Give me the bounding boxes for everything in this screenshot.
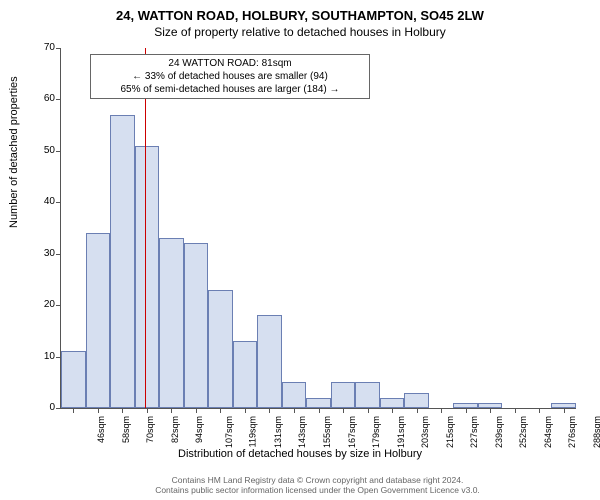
histogram-bar [159,238,184,408]
x-tick-label: 46sqm [96,416,106,443]
x-tick-label: 288sqm [592,416,600,448]
x-tick-label: 191sqm [396,416,406,448]
footer-line1: Contains HM Land Registry data © Crown c… [60,475,575,486]
x-tick-label: 143sqm [297,416,307,448]
annotation-box: 24 WATTON ROAD: 81sqm ← 33% of detached … [90,54,370,99]
x-tick-label: 227sqm [469,416,479,448]
x-tick-label: 119sqm [248,416,258,447]
chart-title: 24, WATTON ROAD, HOLBURY, SOUTHAMPTON, S… [0,8,600,23]
histogram-bar [233,341,258,408]
x-tick-label: 82sqm [170,416,180,443]
x-tick-label: 276sqm [567,416,577,448]
histogram-bar [110,115,135,408]
x-tick-label: 155sqm [322,416,332,448]
histogram-bar [404,393,429,408]
chart-subtitle: Size of property relative to detached ho… [0,25,600,39]
histogram-bar [306,398,331,408]
x-tick-label: 203sqm [420,416,430,448]
histogram-bar [208,290,233,408]
footer-line2: Contains public sector information licen… [60,485,575,496]
histogram-bar [380,398,405,408]
y-tick-label: 50 [30,145,55,156]
annotation-line1: 24 WATTON ROAD: 81sqm [95,57,365,70]
histogram-bar [355,382,380,408]
histogram-bar [135,146,160,408]
histogram-bar [331,382,356,408]
x-tick-label: 264sqm [543,416,553,448]
marker-line [145,48,147,408]
histogram-bar [61,351,86,408]
annotation-line3: 65% of semi-detached houses are larger (… [95,83,365,96]
x-tick-label: 239sqm [494,416,504,448]
footer-attribution: Contains HM Land Registry data © Crown c… [60,475,575,496]
y-tick-label: 20 [30,299,55,310]
y-tick-label: 30 [30,248,55,259]
annotation-line2: ← 33% of detached houses are smaller (94… [95,70,365,83]
y-tick-label: 40 [30,196,55,207]
y-axis-label: Number of detached properties [8,76,20,228]
x-tick-label: 167sqm [347,416,357,448]
x-tick-label: 179sqm [371,416,381,448]
histogram-bar [184,243,209,408]
histogram-bar [257,315,282,408]
chart-container: 24, WATTON ROAD, HOLBURY, SOUTHAMPTON, S… [0,0,600,500]
y-tick-label: 60 [30,93,55,104]
plot-area [60,48,576,409]
x-tick-label: 215sqm [445,416,455,448]
x-tick-label: 94sqm [194,416,204,443]
x-tick-label: 70sqm [145,416,155,443]
histogram-bar [86,233,111,408]
x-axis-label: Distribution of detached houses by size … [0,448,600,460]
x-tick-label: 107sqm [224,416,234,448]
y-tick-label: 10 [30,351,55,362]
x-tick-label: 131sqm [273,416,283,448]
y-tick-label: 70 [30,42,55,53]
x-tick-label: 58sqm [121,416,131,443]
x-tick-label: 252sqm [518,416,528,448]
histogram-bar [282,382,307,408]
y-tick-label: 0 [30,402,55,413]
